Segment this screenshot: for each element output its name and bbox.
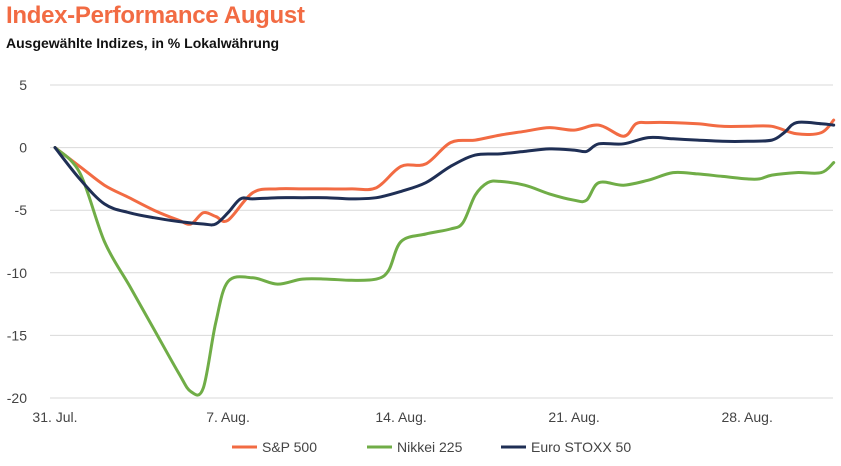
y-tick-label: -20 — [7, 390, 27, 406]
y-tick-label: -5 — [15, 202, 28, 218]
x-tick-label: 21. Aug. — [548, 409, 599, 425]
chart-subtitle: Ausgewählte Indizes, in % Lokalwährung — [6, 35, 280, 51]
legend-label-nikkei-225: Nikkei 225 — [397, 439, 463, 455]
series-line-nikkei-225 — [53, 146, 836, 397]
chart-title: Index-Performance August — [6, 2, 305, 29]
y-tick-label: 5 — [19, 77, 27, 93]
y-axis-tick-labels: 5 0 -5 -10 -15 -20 — [7, 77, 27, 406]
series-lines — [53, 118, 836, 397]
y-tick-label: -15 — [7, 327, 27, 343]
x-tick-label: 14. Aug. — [375, 409, 426, 425]
x-tick-label: 28. Aug. — [721, 409, 772, 425]
grid-lines — [50, 84, 833, 399]
legend-label-euro-stoxx-50: Euro STOXX 50 — [531, 439, 631, 455]
legend: S&P 500 Nikkei 225 Euro STOXX 50 — [232, 439, 631, 455]
series-line-s-p-500 — [53, 118, 836, 226]
legend-label-s-p-500: S&P 500 — [262, 439, 317, 455]
x-tick-label: 31. Jul. — [32, 409, 77, 425]
x-tick-label: 7. Aug. — [206, 409, 250, 425]
y-tick-label: -10 — [7, 265, 27, 281]
x-axis-tick-labels: 31. Jul. 7. Aug. 14. Aug. 21. Aug. 28. Aug. — [32, 409, 772, 425]
series-line-euro-stoxx-50 — [53, 120, 836, 227]
y-tick-label: 0 — [19, 140, 27, 156]
